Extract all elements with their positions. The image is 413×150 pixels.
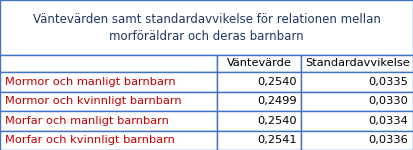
Text: Mormor och kvinnligt barnbarn: Mormor och kvinnligt barnbarn [5, 96, 182, 106]
Bar [0, 111, 217, 130]
Bar [301, 111, 413, 130]
Bar [217, 55, 301, 72]
Bar [301, 92, 413, 111]
Text: 0,2499: 0,2499 [257, 96, 297, 106]
Bar [217, 72, 301, 92]
Bar [0, 130, 217, 150]
Text: 0,0334: 0,0334 [368, 116, 408, 126]
Text: Standardavvikelse: Standardavvikelse [305, 58, 410, 68]
Text: Väntevärden samt standardavvikelse för relationen mellan: Väntevärden samt standardavvikelse för r… [33, 13, 380, 26]
Text: 0,0335: 0,0335 [368, 77, 408, 87]
Text: Morfar och kvinnligt barnbarn: Morfar och kvinnligt barnbarn [5, 135, 175, 145]
Text: 0,2540: 0,2540 [257, 77, 297, 87]
Text: 0,2541: 0,2541 [257, 135, 297, 145]
Text: morföräldrar och deras barnbarn: morföräldrar och deras barnbarn [109, 30, 304, 43]
Bar [217, 130, 301, 150]
Text: 0,0330: 0,0330 [368, 96, 408, 106]
Bar [301, 55, 413, 72]
Bar [0, 55, 217, 72]
Text: Väntevärde: Väntevärde [227, 58, 292, 68]
Bar [301, 72, 413, 92]
Text: Mormor och manligt barnbarn: Mormor och manligt barnbarn [5, 77, 176, 87]
Text: 0,2540: 0,2540 [257, 116, 297, 126]
Bar [301, 130, 413, 150]
Bar [0, 0, 413, 55]
Bar [217, 92, 301, 111]
Text: 0,0336: 0,0336 [368, 135, 408, 145]
Bar [217, 111, 301, 130]
Text: Morfar och manligt barnbarn: Morfar och manligt barnbarn [5, 116, 169, 126]
Bar [0, 92, 217, 111]
Bar [0, 72, 217, 92]
